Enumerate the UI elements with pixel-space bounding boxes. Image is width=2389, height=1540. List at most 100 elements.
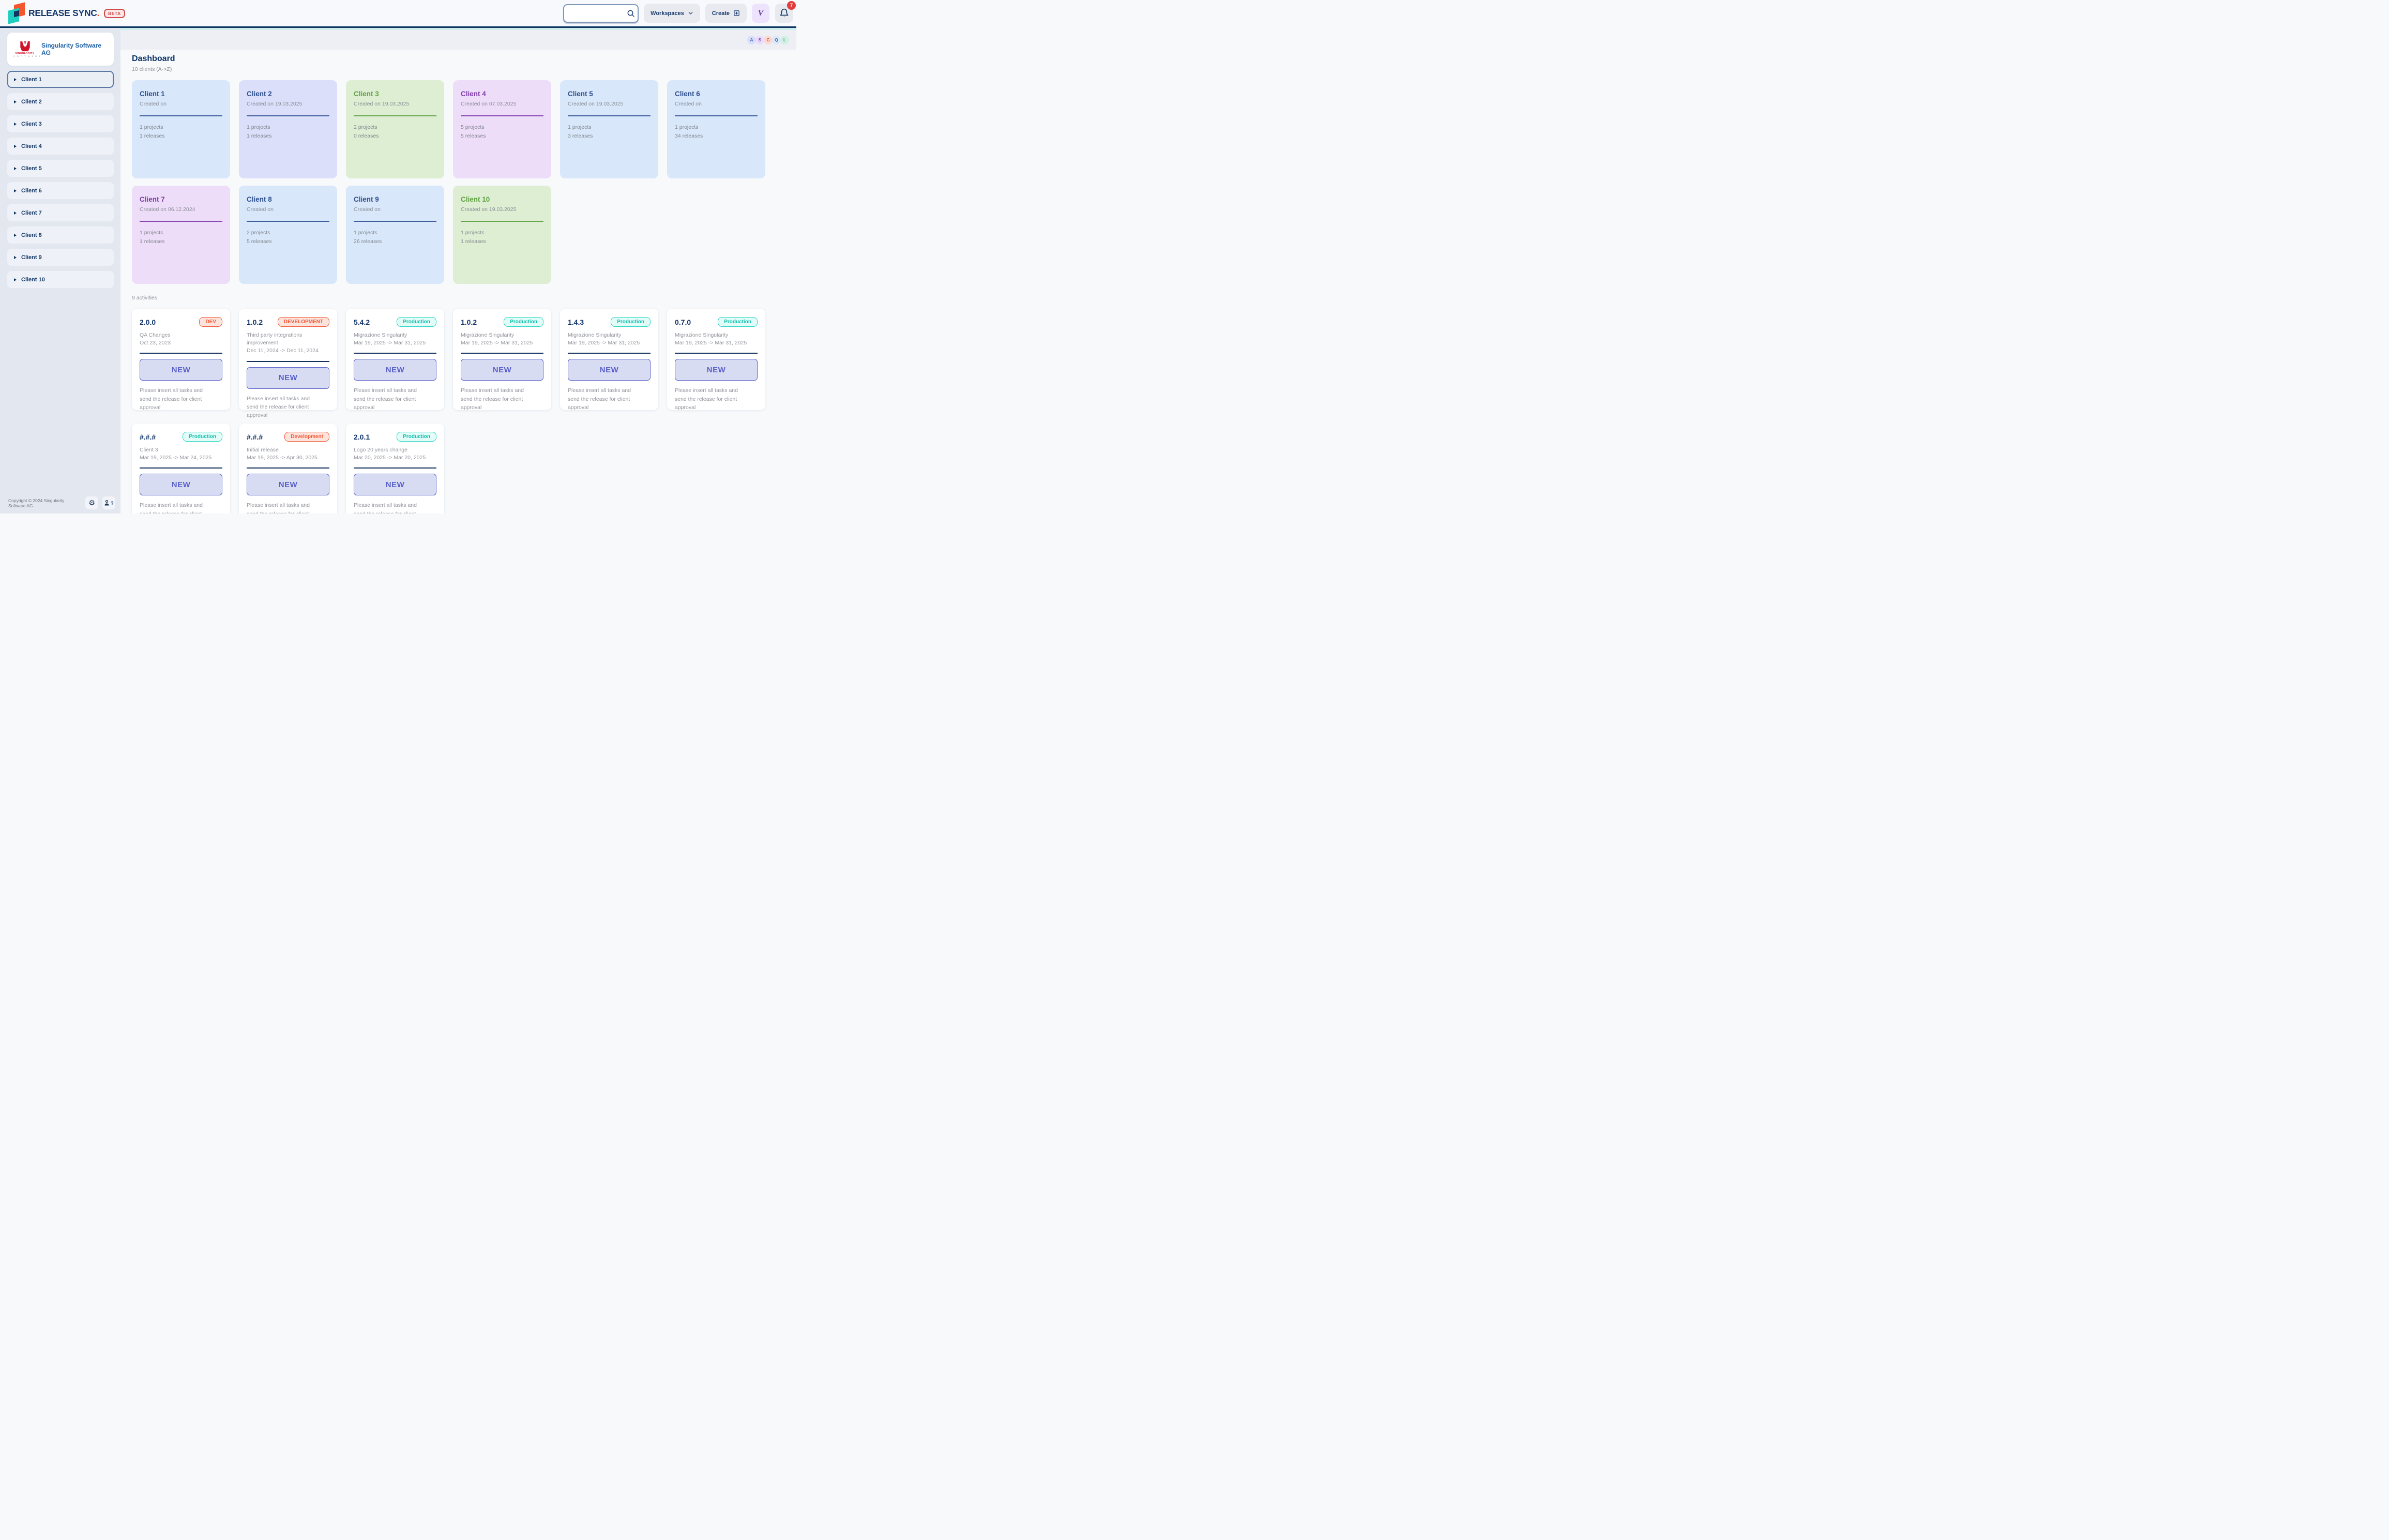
client-card[interactable]: Client 4 Created on 07.03.2025 5 project…: [453, 80, 551, 178]
client-card-projects: 1 projects: [354, 229, 377, 236]
release-dates: Mar 19, 2025 -> Mar 31, 2025: [354, 340, 426, 346]
client-card-projects: 1 projects: [568, 124, 592, 130]
singularity-logo-subtitle: S O F T W A R E: [13, 55, 41, 57]
user-avatar-letter: V: [758, 8, 764, 18]
client-card-releases: 1 releases: [140, 238, 165, 245]
release-dates: Mar 19, 2025 -> Mar 31, 2025: [675, 340, 747, 346]
client-card[interactable]: Client 6 Created on 1 projects 34 releas…: [667, 80, 765, 178]
client-card-projects: 1 projects: [461, 229, 485, 236]
caret-right-icon: [14, 122, 17, 126]
new-status-button[interactable]: NEW: [140, 474, 222, 496]
client-card-title: Client 7: [140, 195, 165, 203]
client-card[interactable]: Client 3 Created on 19.03.2025 2 project…: [346, 80, 444, 178]
singularity-logo-title: SINGULARITY: [15, 52, 35, 55]
sidebar-item-client-7[interactable]: Client 7: [7, 204, 114, 221]
new-status-button[interactable]: NEW: [354, 474, 436, 496]
release-version: 1.0.2: [461, 318, 477, 326]
activity-card: #.#.# Production Client 3 Mar 19, 2025 ->…: [132, 424, 230, 514]
divider: [247, 360, 329, 362]
header: RELEASE SYNC. BETA Workspaces Create: [0, 0, 796, 26]
client-card-title: Client 8: [247, 195, 272, 203]
settings-button[interactable]: ⚙: [85, 496, 98, 509]
sidebar-item-client-4[interactable]: Client 4: [7, 138, 114, 155]
gear-icon: ⚙: [88, 499, 95, 507]
notification-badge: 7: [787, 1, 796, 10]
status-badge: Production: [504, 317, 543, 327]
release-note: Please insert all tasks and send the rel…: [247, 502, 310, 514]
client-card-title: Client 3: [354, 90, 379, 98]
release-title: Migrazione Singularity: [675, 332, 729, 338]
status-badge: DEVELOPMENT: [277, 317, 329, 327]
client-card[interactable]: Client 10 Created on 19.03.2025 1 projec…: [453, 186, 551, 284]
sidebar-item-client-10[interactable]: Client 10: [7, 271, 114, 288]
new-status-button[interactable]: NEW: [568, 359, 651, 381]
singularity-logo-icon: [20, 41, 30, 51]
org-card[interactable]: SINGULARITY S O F T W A R E Singularity …: [7, 33, 114, 66]
client-card-projects: 2 projects: [354, 124, 377, 130]
sidebar-item-client-6[interactable]: Client 6: [7, 182, 114, 199]
client-card[interactable]: Client 8 Created on 2 projects 5 release…: [239, 186, 337, 284]
sidebar-item-client-9[interactable]: Client 9: [7, 249, 114, 266]
beta-badge: BETA: [104, 8, 125, 18]
search-icon[interactable]: [627, 9, 635, 18]
client-card-releases: 1 releases: [461, 238, 486, 245]
sidebar-item-client-5[interactable]: Client 5: [7, 160, 114, 177]
divider: [140, 467, 222, 469]
client-card[interactable]: Client 5 Created on 19.03.2025 1 project…: [560, 80, 658, 178]
client-card-title: Client 9: [354, 195, 379, 203]
client-card-releases: 34 releases: [675, 132, 703, 139]
team-avatars: A S C Q L: [747, 35, 789, 44]
divider: [247, 115, 329, 116]
team-avatar[interactable]: A: [747, 35, 756, 44]
new-status-button[interactable]: NEW: [247, 474, 329, 496]
client-card-created: Created on 19.03.2025: [568, 101, 624, 107]
client-card[interactable]: Client 7 Created on 06.12.2024 1 project…: [132, 186, 230, 284]
new-status-button[interactable]: NEW: [461, 359, 543, 381]
divider: [461, 353, 543, 354]
new-status-button[interactable]: NEW: [247, 367, 329, 389]
caret-right-icon: [14, 278, 17, 281]
team-avatar[interactable]: Q: [772, 35, 781, 44]
team-avatar[interactable]: S: [755, 35, 764, 44]
release-title: QA Changes: [140, 332, 171, 338]
new-status-button[interactable]: NEW: [675, 359, 758, 381]
team-avatar[interactable]: L: [780, 35, 789, 44]
sidebar-item-label: Client 5: [21, 165, 42, 172]
app-title-text: RELEASE SYNC: [28, 8, 97, 18]
sidebar-item-label: Client 10: [21, 276, 45, 283]
sidebar-item-client-3[interactable]: Client 3: [7, 115, 114, 132]
singularity-logo: SINGULARITY S O F T W A R E: [13, 41, 41, 58]
sidebar-item-client-1[interactable]: Client 1: [7, 71, 114, 88]
notifications-button[interactable]: 7: [775, 1, 796, 23]
status-badge: DEV: [199, 317, 222, 327]
sidebar-footer: Copyright © 2024 Singularity Software AG…: [0, 496, 120, 509]
create-button[interactable]: Create: [705, 4, 747, 23]
client-card[interactable]: Client 9 Created on 1 projects 26 releas…: [346, 186, 444, 284]
user-help-icon: ?: [104, 500, 114, 506]
app-logo[interactable]: RELEASE SYNC. BETA: [8, 1, 125, 25]
release-version: #.#.#: [247, 432, 263, 441]
page-title: Dashboard: [132, 54, 175, 63]
support-button[interactable]: ?: [102, 496, 115, 509]
team-avatar[interactable]: C: [764, 35, 773, 44]
client-card-projects: 1 projects: [675, 124, 699, 130]
client-card[interactable]: Client 2 Created on 19.03.2025 1 project…: [239, 80, 337, 178]
new-status-button[interactable]: NEW: [140, 359, 222, 381]
release-note: Please insert all tasks and send the rel…: [461, 387, 524, 411]
sidebar-item-client-2[interactable]: Client 2: [7, 93, 114, 110]
new-status-button[interactable]: NEW: [354, 359, 436, 381]
caret-right-icon: [14, 211, 17, 215]
workspaces-button[interactable]: Workspaces: [644, 4, 700, 23]
user-avatar[interactable]: V: [752, 4, 769, 23]
client-card-releases: 26 releases: [354, 238, 382, 245]
divider: [675, 353, 758, 354]
release-title: Migrazione Singularity: [461, 332, 515, 338]
search-input[interactable]: [563, 4, 639, 23]
release-version: #.#.#: [140, 432, 156, 441]
page-body: Dashboard 10 clients (A->Z) Client 1 Cre…: [120, 50, 796, 514]
client-card[interactable]: Client 1 Created on 1 projects 1 release…: [132, 80, 230, 178]
search-box: [563, 4, 639, 23]
release-version: 2.0.0: [140, 318, 156, 326]
sidebar-item-label: Client 2: [21, 98, 42, 105]
sidebar-item-client-8[interactable]: Client 8: [7, 227, 114, 244]
